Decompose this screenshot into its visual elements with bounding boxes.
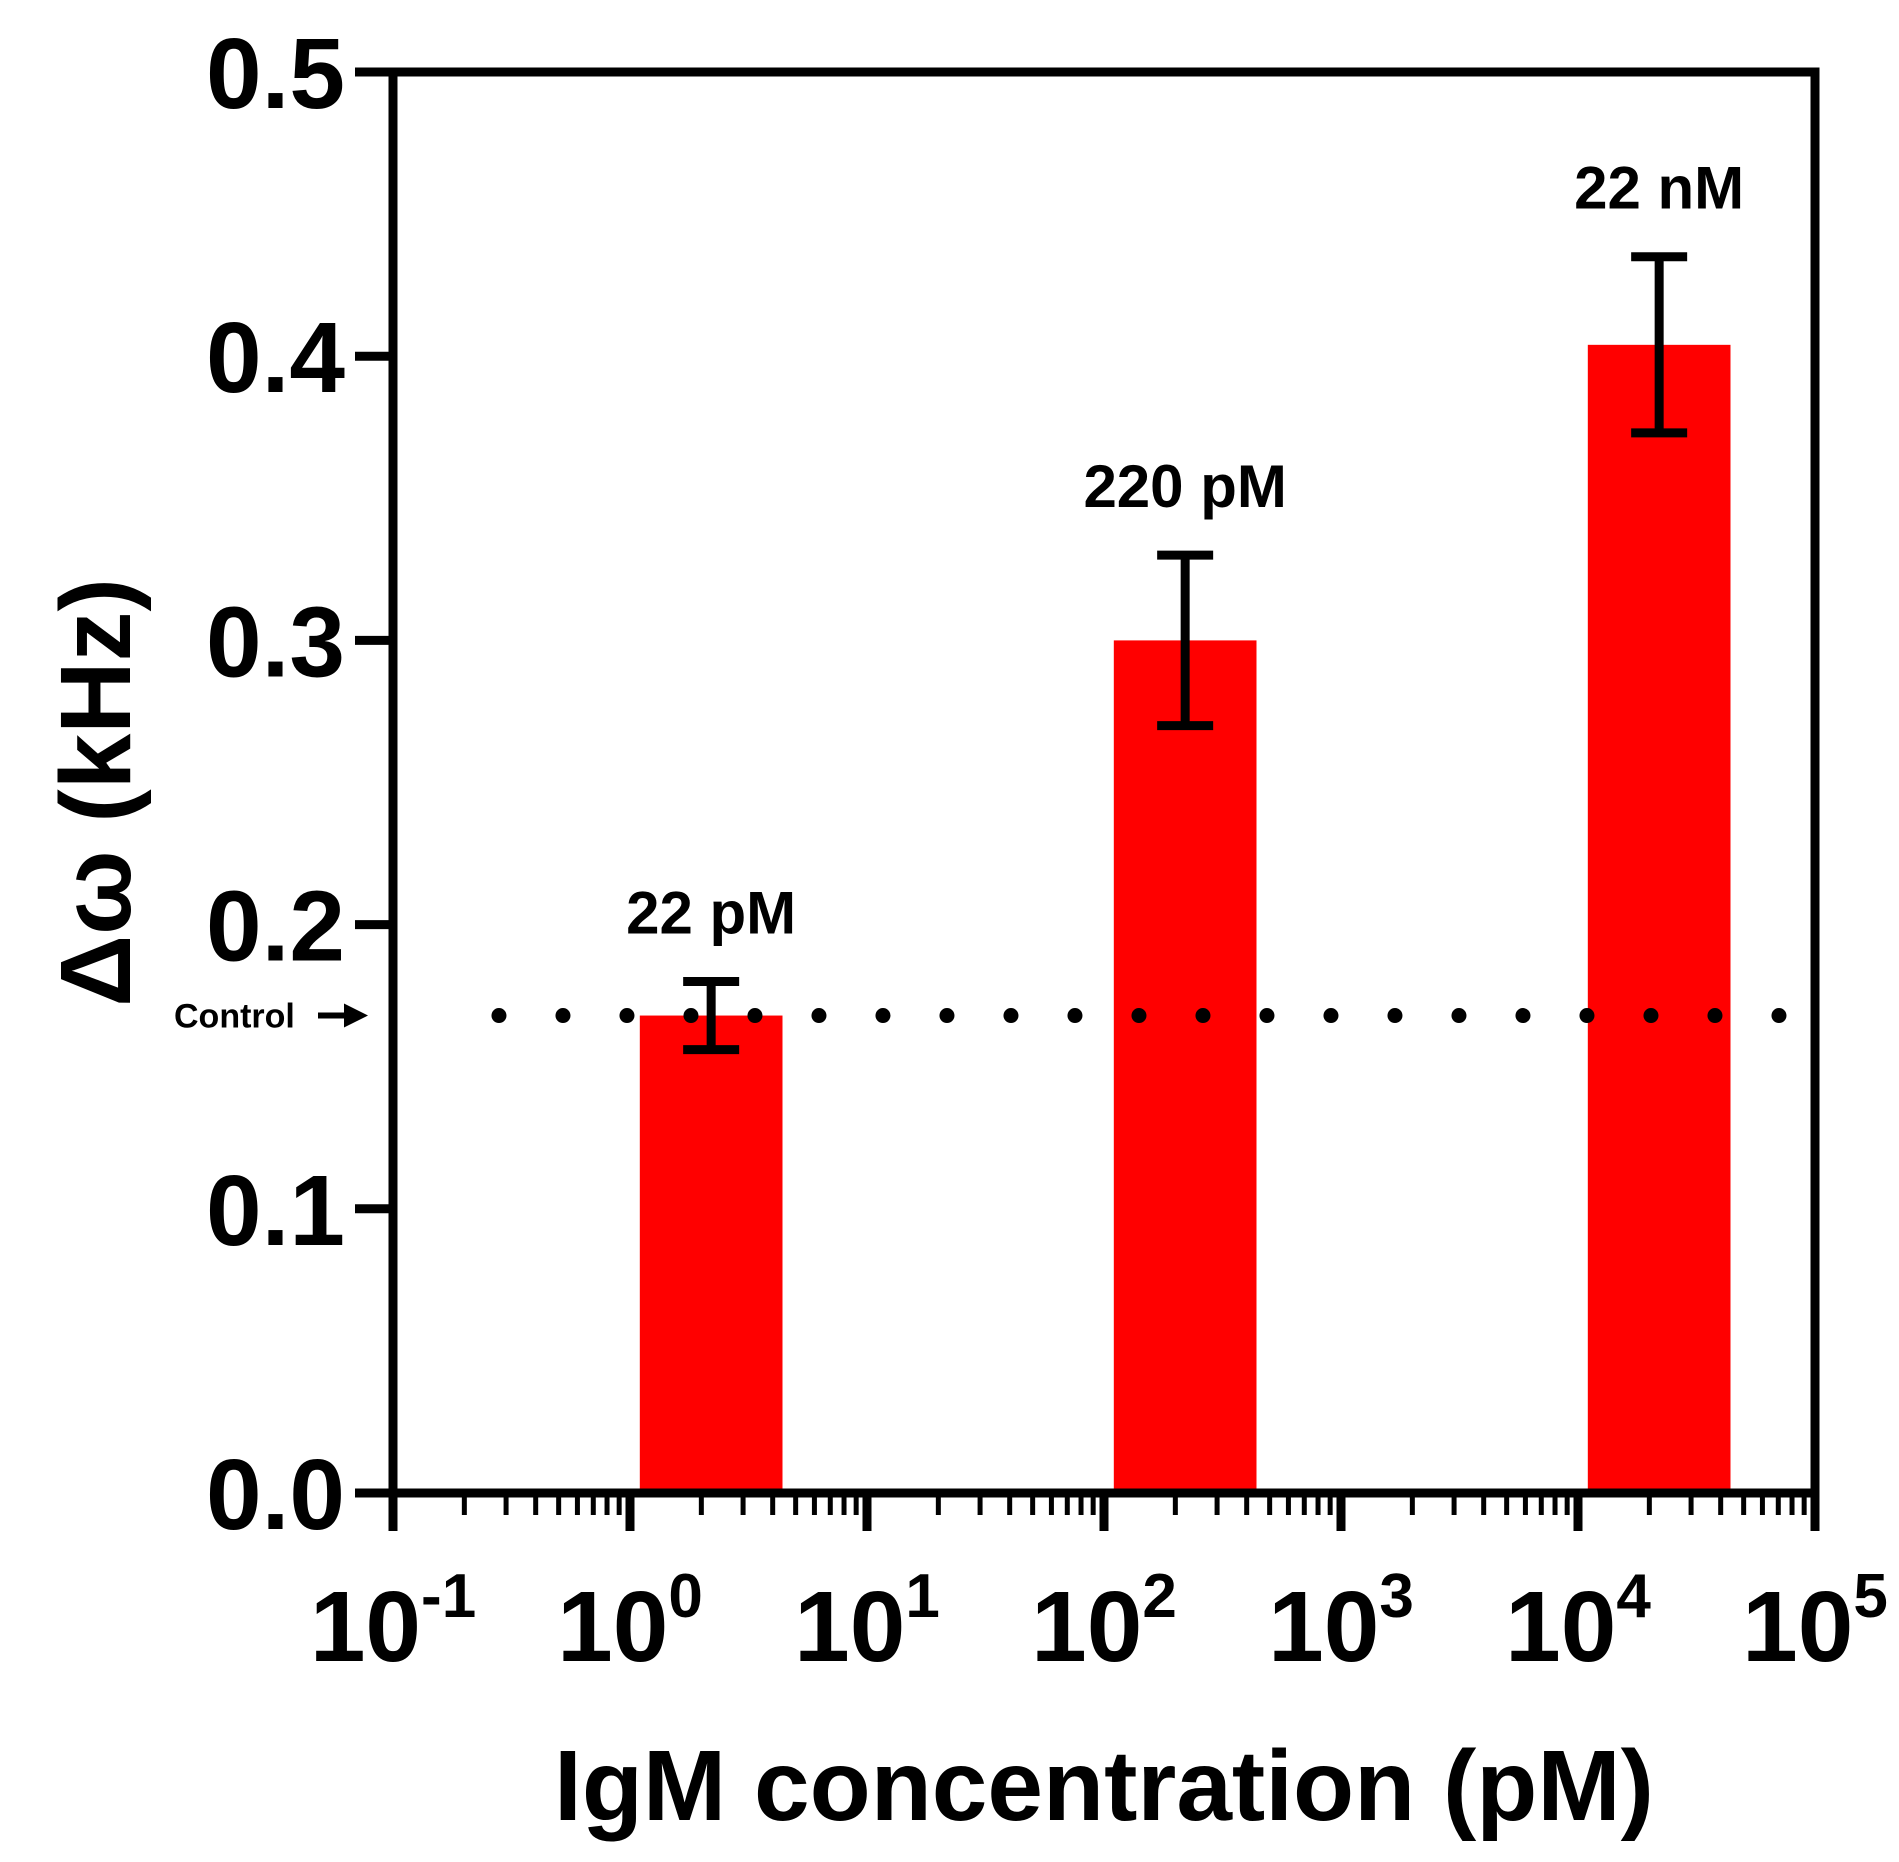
control-label: Control <box>174 998 295 1036</box>
x-tick-label-3: 102 <box>1031 1562 1177 1683</box>
error-bars-layer <box>683 252 1688 1055</box>
bar-2 <box>1113 640 1257 1493</box>
bar-label-2: 220 pM <box>1083 453 1286 520</box>
bar-label-3: 22 nM <box>1574 155 1744 222</box>
x-tick-label-1: 100 <box>557 1562 703 1683</box>
x-axis-title: IgM concentration (pM) <box>554 1730 1654 1842</box>
control-arrow-head <box>344 1003 368 1028</box>
bars-layer <box>639 344 1731 1493</box>
y-tick-label-1: 0.1 <box>206 1155 345 1267</box>
bar-label-1: 22 pM <box>626 879 796 946</box>
y-tick-label-4: 0.4 <box>206 302 345 414</box>
x-tick-label-0: 10-1 <box>310 1562 476 1683</box>
x-tick-label-5: 104 <box>1505 1562 1651 1683</box>
x-tick-label-6: 105 <box>1742 1562 1888 1683</box>
y-axis-title: Δω (kHz) <box>40 578 152 1007</box>
y-tick-label-2: 0.2 <box>206 871 345 983</box>
y-tick-label-0: 0.0 <box>206 1439 345 1551</box>
bar-1 <box>639 1015 783 1493</box>
labels-layer: 0.0 0.1 0.2 0.3 0.4 0.5 10-1 100 101 102 103 104 105… <box>40 18 1888 1842</box>
y-tick-label-5: 0.5 <box>206 18 345 130</box>
y-tick-label-3: 0.3 <box>206 586 345 698</box>
axes-layer <box>318 67 1820 1531</box>
x-tick-label-2: 101 <box>794 1562 940 1683</box>
bar-3 <box>1587 344 1731 1493</box>
x-tick-label-4: 103 <box>1268 1562 1414 1683</box>
